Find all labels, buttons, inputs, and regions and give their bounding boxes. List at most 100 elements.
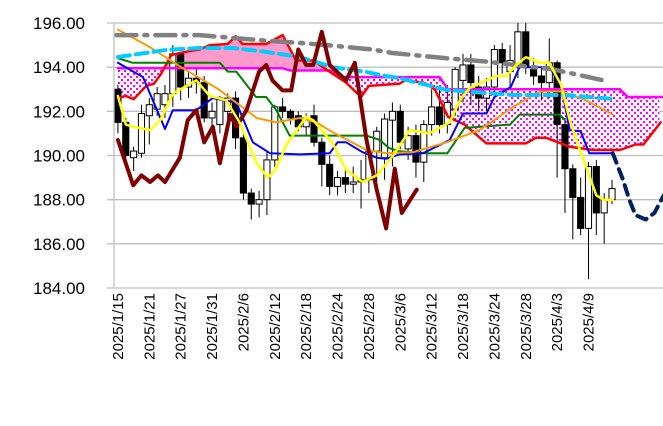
cloud-segment-bearish xyxy=(539,89,542,138)
cloud-segment-bullish xyxy=(268,41,272,69)
candle xyxy=(530,58,538,85)
cloud-segment-bullish xyxy=(188,50,191,69)
candle xyxy=(490,45,498,94)
x-tick-label: 2025/2/24 xyxy=(330,293,347,360)
candle-body-up xyxy=(428,106,436,126)
cloud-segment-bearish xyxy=(149,68,152,86)
cloud-segment-bullish xyxy=(261,43,264,69)
candle-body-up xyxy=(263,159,271,201)
cloud-segment-bearish xyxy=(353,77,356,92)
cloud-segment-bearish xyxy=(508,89,511,144)
cloud-segment-bullish xyxy=(241,42,244,69)
cloud-segment-bearish xyxy=(582,89,585,149)
cloud-segment-bearish xyxy=(466,89,470,129)
cloud-segment-bearish xyxy=(374,77,378,86)
candle-body-down xyxy=(279,106,287,112)
cloud-segment-bearish xyxy=(596,89,599,150)
cloud-segment-bearish xyxy=(610,89,613,150)
cloud-segment-bearish xyxy=(578,89,581,149)
cloud-segment-bearish xyxy=(541,89,544,138)
cloud-segment-bearish xyxy=(643,96,646,145)
cloud-segment-bearish xyxy=(621,91,625,150)
cloud-segment-bearish xyxy=(584,89,587,150)
cloud-segment-bullish xyxy=(231,38,234,69)
candle-body-down xyxy=(286,110,295,119)
cloud-segment-bearish xyxy=(635,96,638,145)
candle xyxy=(247,188,255,220)
cloud-segment-bullish xyxy=(249,43,252,69)
cloud-segment-bullish xyxy=(266,42,270,69)
candle-body-down xyxy=(577,196,585,229)
cloud-segment-bearish xyxy=(123,68,127,97)
cloud-segment-bearish xyxy=(537,89,540,138)
candle-body-up xyxy=(216,97,224,126)
cloud-segment-bearish xyxy=(500,89,503,144)
candle-body-down xyxy=(569,168,577,198)
cloud-segment-bullish xyxy=(288,46,291,71)
cloud-segment-bullish xyxy=(198,49,201,69)
x-tick-label: 2025/1/27 xyxy=(173,293,190,360)
candle-body-down xyxy=(412,135,420,163)
cloud-segment-bullish xyxy=(184,51,187,69)
cloud-segment-bearish xyxy=(151,68,154,85)
cloud-segment-bullish xyxy=(235,36,238,69)
cloud-segment-bearish xyxy=(470,89,474,132)
candle xyxy=(569,164,577,240)
candle-body-up xyxy=(459,64,467,81)
candle-body-up xyxy=(130,150,138,159)
candle-body-down xyxy=(239,137,247,194)
line-sma-5 xyxy=(116,55,615,201)
x-tick-label: 2025/4/3 xyxy=(549,293,566,351)
x-tick-label: 2025/4/9 xyxy=(580,293,597,351)
candle-body-down xyxy=(122,121,130,156)
cloud-segment-bearish xyxy=(513,89,517,144)
cloud-segment-bearish xyxy=(380,77,383,86)
x-tick-label: 2025/3/6 xyxy=(392,293,409,351)
cloud-segment-bearish xyxy=(653,96,656,132)
cloud-segment-bullish xyxy=(298,60,301,71)
cloud-segment-bearish xyxy=(588,89,591,150)
cloud-segment-bullish xyxy=(257,43,260,69)
line-senkou-span-a xyxy=(116,33,662,152)
x-tick-label: 2025/2/12 xyxy=(267,293,284,360)
x-axis-ticks: 2025/1/15 2025/1/21 2025/1/27 2025/1/31 2025… xyxy=(110,293,598,360)
cloud-segment-bearish xyxy=(639,96,642,145)
cloud-segment-bullish xyxy=(237,38,240,69)
candle xyxy=(428,89,436,136)
candle-body-up xyxy=(333,177,342,187)
cloud-segment-bearish xyxy=(647,96,650,140)
x-tick-label: 2025/3/18 xyxy=(455,293,472,360)
cloud-segment-bearish xyxy=(125,68,129,97)
cloud-segment-bearish xyxy=(506,89,509,144)
candle-body-up xyxy=(608,188,616,201)
line-projection xyxy=(610,151,663,222)
candle-body-down xyxy=(341,177,349,185)
y-tick-label: 196.00 xyxy=(33,14,85,33)
cloud-segment-bearish xyxy=(608,89,611,150)
cloud-segment-bearish xyxy=(496,89,499,144)
candle xyxy=(279,98,287,118)
cloud-segment-bearish xyxy=(523,89,527,144)
candle xyxy=(333,170,342,196)
candle-body-down xyxy=(200,82,208,119)
cloud-segment-bearish xyxy=(361,77,364,97)
x-tick-label: 2025/1/15 xyxy=(110,293,127,360)
cloud-segment-bearish xyxy=(474,89,478,135)
cloud-segment-bearish xyxy=(129,68,132,99)
cloud-segment-bearish xyxy=(121,68,125,97)
cloud-segment-bearish xyxy=(376,77,379,86)
cloud-segment-bearish xyxy=(625,95,629,148)
cloud-segment-bearish xyxy=(619,89,623,150)
cloud-segment-bearish xyxy=(147,68,150,86)
candle xyxy=(561,117,569,213)
candle xyxy=(239,133,247,200)
y-tick-label: 184.00 xyxy=(33,279,85,298)
cloud-segment-bearish xyxy=(645,96,648,142)
cloud-segment-bearish xyxy=(441,79,444,108)
y-axis-ticks: 184.00 186.00 188.00 190.00 192.00 194.00 196.… xyxy=(33,14,85,298)
candle-body-down xyxy=(247,192,255,205)
cloud-segment-bearish xyxy=(525,89,529,144)
cloud-segment-bullish xyxy=(194,50,197,69)
cloud-segment-bullish xyxy=(253,43,256,69)
